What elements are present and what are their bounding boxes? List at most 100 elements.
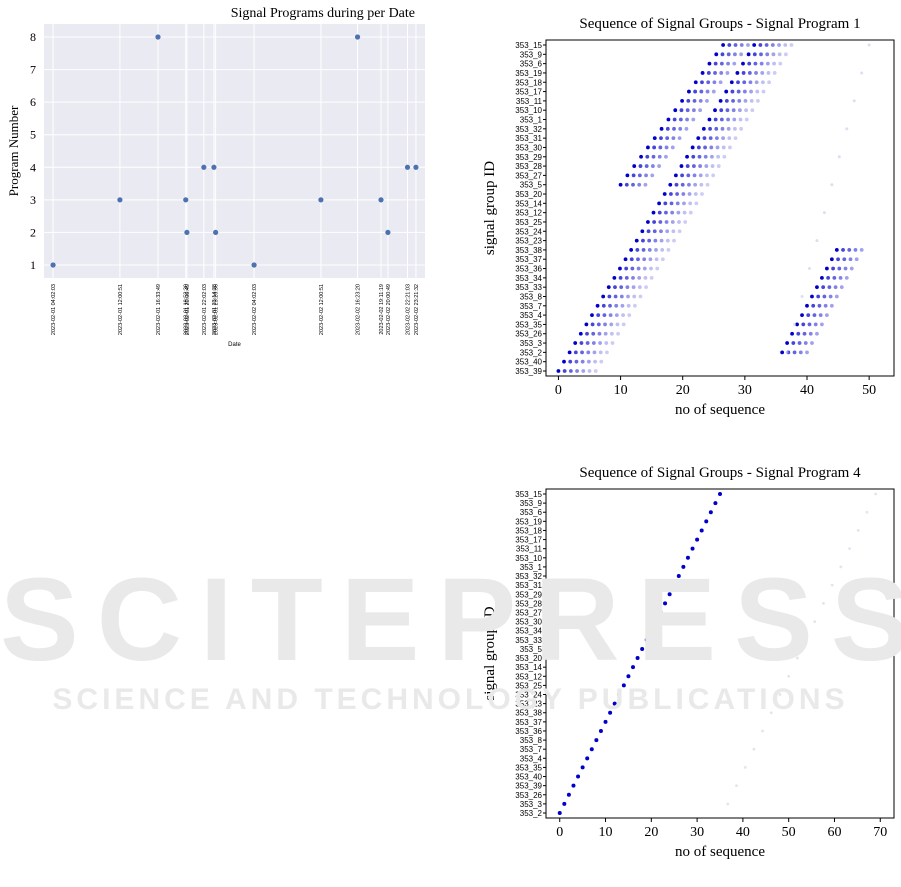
data-point xyxy=(824,313,829,318)
data-point xyxy=(800,313,804,318)
data-point xyxy=(735,71,740,75)
data-point xyxy=(607,294,612,299)
faint-point xyxy=(848,547,851,551)
y-tick-label: 353_28 xyxy=(515,599,542,608)
data-point xyxy=(739,52,744,57)
y-tick-label: 353_26 xyxy=(515,330,542,339)
data-point xyxy=(617,692,622,697)
data-point xyxy=(802,331,807,336)
data-point xyxy=(828,294,833,299)
data-point xyxy=(665,229,670,234)
data-point xyxy=(692,173,697,178)
y-axis-label: signal group ID xyxy=(482,161,498,255)
faint-point xyxy=(785,350,789,354)
faint-point xyxy=(874,492,878,496)
y-tick-label: 3 xyxy=(30,193,36,207)
data-point xyxy=(713,108,717,113)
data-point xyxy=(658,220,663,224)
data-point xyxy=(644,164,649,168)
data-point xyxy=(608,710,613,715)
data-point xyxy=(251,262,257,268)
data-point xyxy=(837,266,842,271)
data-point xyxy=(672,583,677,588)
y-tick-label: 353_34 xyxy=(515,274,542,283)
faint-point xyxy=(815,239,819,243)
data-point xyxy=(718,492,722,496)
data-point xyxy=(797,341,802,345)
data-point xyxy=(609,331,614,336)
data-point xyxy=(679,164,684,168)
data-point xyxy=(618,182,623,187)
data-point xyxy=(573,341,578,345)
y-tick-label: 353_29 xyxy=(515,590,542,599)
data-point xyxy=(719,117,724,122)
y-tick-label: 2 xyxy=(30,225,36,239)
x-tick-label: 0 xyxy=(556,825,563,840)
y-tick-label: 353_17 xyxy=(515,88,542,97)
data-point xyxy=(697,154,702,159)
data-point xyxy=(711,173,716,178)
faint-point xyxy=(735,784,738,788)
data-point xyxy=(680,182,685,187)
data-point xyxy=(730,89,735,94)
data-point xyxy=(729,80,734,85)
data-point xyxy=(693,89,698,94)
data-point xyxy=(818,313,823,318)
data-point xyxy=(635,248,640,252)
data-point xyxy=(822,294,827,299)
data-point xyxy=(594,738,599,743)
data-point xyxy=(609,322,614,327)
y-tick-label: 5 xyxy=(30,128,36,142)
y-tick-label: 353_4 xyxy=(520,754,543,763)
data-point xyxy=(801,322,806,327)
data-point xyxy=(749,89,753,94)
data-point xyxy=(727,43,732,47)
data-point xyxy=(664,154,668,159)
data-point xyxy=(692,164,696,168)
x-tick-label: 40 xyxy=(800,383,814,398)
y-axis-label: signal group ID xyxy=(482,606,498,700)
data-point xyxy=(631,182,635,187)
data-point xyxy=(755,89,760,94)
data-point xyxy=(733,136,738,141)
data-point xyxy=(701,126,706,131)
x-tick-label: 2023-02-02 04:02:03 xyxy=(252,284,258,335)
data-point xyxy=(668,182,673,187)
data-point xyxy=(637,285,642,290)
data-point xyxy=(660,248,665,252)
data-point xyxy=(650,173,655,178)
data-point xyxy=(747,71,752,75)
data-point xyxy=(699,528,704,533)
data-point xyxy=(683,220,688,224)
data-point xyxy=(211,164,217,170)
faint-point xyxy=(807,267,811,271)
y-tick-label: 353_4 xyxy=(520,311,543,320)
data-point xyxy=(796,331,801,336)
data-point xyxy=(707,61,712,66)
data-point xyxy=(817,303,822,308)
y-tick-label: 353_38 xyxy=(515,709,542,718)
y-tick-label: 353_3 xyxy=(520,339,543,348)
x-tick-label: 2023-02-01 19:52:30 xyxy=(184,284,190,335)
data-point xyxy=(664,145,669,150)
data-point xyxy=(719,71,724,75)
data-point xyxy=(591,341,596,345)
data-point xyxy=(785,341,790,345)
faint-point xyxy=(867,43,871,47)
faint-point xyxy=(822,211,826,215)
data-point xyxy=(620,303,625,308)
data-point xyxy=(593,369,598,373)
y-tick-label: 353_25 xyxy=(515,218,542,227)
data-point xyxy=(649,628,654,633)
data-point xyxy=(621,322,626,327)
data-point xyxy=(695,537,700,542)
data-point xyxy=(662,192,667,196)
x-tick-label: 2023-02-01 16:33:49 xyxy=(156,284,162,335)
data-point xyxy=(623,257,628,262)
data-point xyxy=(720,52,725,57)
data-point xyxy=(667,592,672,597)
data-point xyxy=(686,98,691,103)
y-tick-label: 353_5 xyxy=(520,181,543,190)
data-point xyxy=(841,248,845,252)
data-point xyxy=(614,313,619,318)
